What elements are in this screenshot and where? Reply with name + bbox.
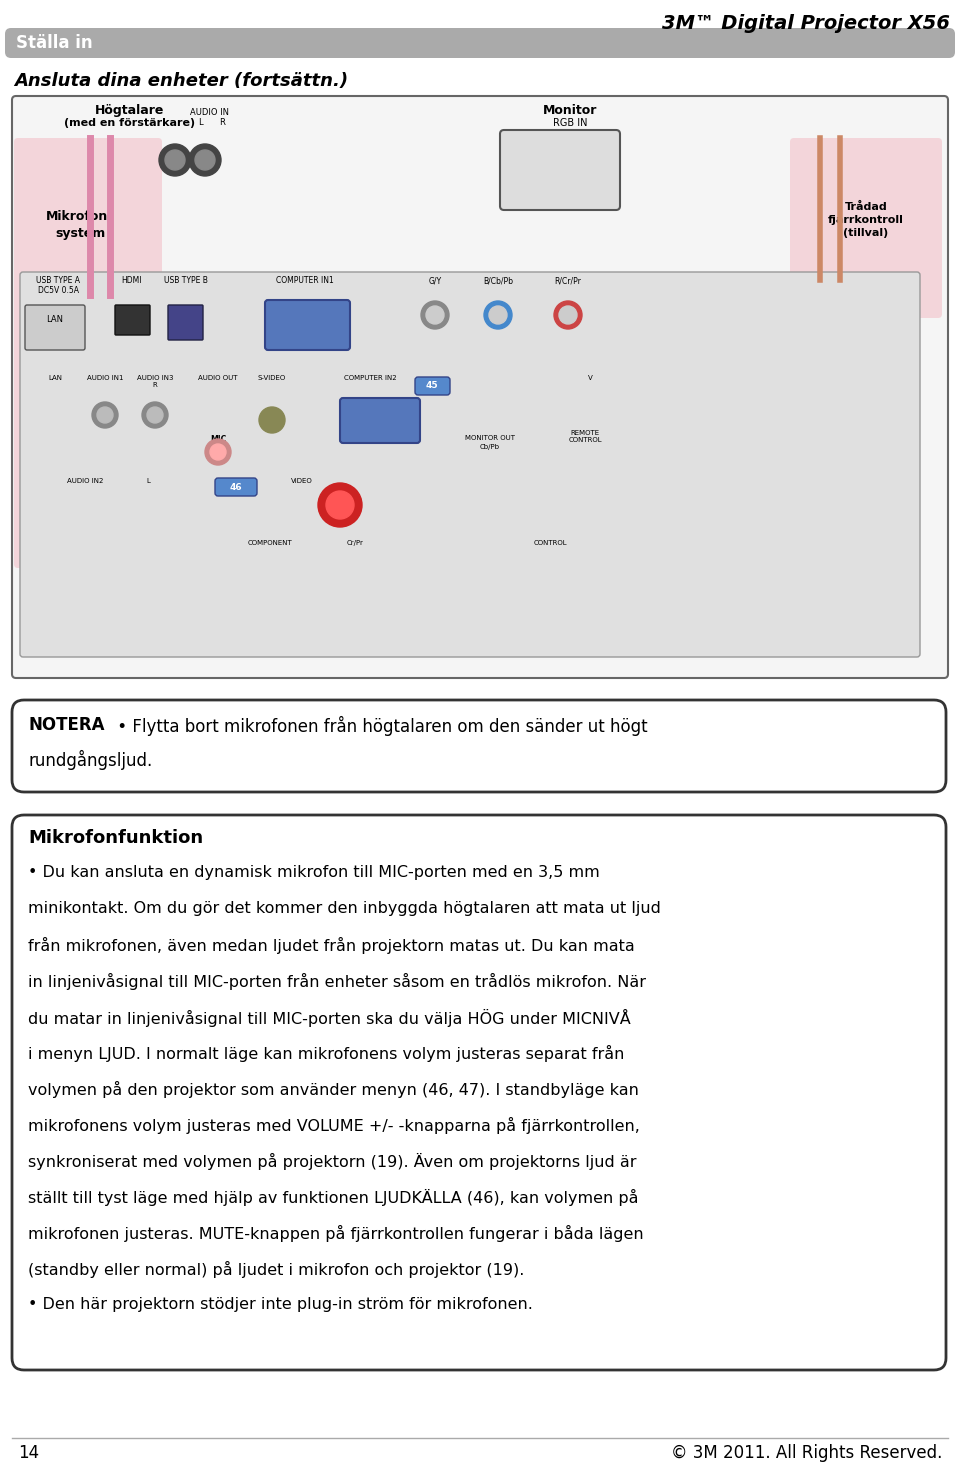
Text: RGB IN: RGB IN [553,118,588,128]
Circle shape [559,305,577,324]
FancyBboxPatch shape [265,299,350,350]
Text: Monitor: Monitor [542,105,597,117]
Circle shape [489,305,507,324]
Circle shape [195,150,215,170]
Text: • Du kan ansluta en dynamisk mikrofon till MIC-porten med en 3,5 mm: • Du kan ansluta en dynamisk mikrofon ti… [28,864,600,881]
Text: L: L [198,118,203,127]
Circle shape [147,407,163,423]
Text: HDMI: HDMI [122,276,142,285]
Circle shape [318,482,362,527]
Text: mikrofonens volym justeras med VOLUME +/- -knapparna på fjärrkontrollen,: mikrofonens volym justeras med VOLUME +/… [28,1117,640,1134]
Circle shape [159,145,191,176]
Text: 14: 14 [18,1444,39,1462]
Text: volymen på den projektor som använder menyn (46, 47). I standbyläge kan: volymen på den projektor som använder me… [28,1081,638,1097]
FancyBboxPatch shape [25,305,85,350]
Text: Cr/Pr: Cr/Pr [347,540,364,546]
Text: Cb/Pb: Cb/Pb [480,444,500,450]
Text: • Den här projektorn stödjer inte plug-in ström för mikrofonen.: • Den här projektorn stödjer inte plug-i… [28,1297,533,1311]
Text: (standby eller normal) på ljudet i mikrofon och projektor (19).: (standby eller normal) på ljudet i mikro… [28,1261,524,1277]
Circle shape [210,444,226,460]
Text: © 3M 2011. All Rights Reserved.: © 3M 2011. All Rights Reserved. [671,1444,942,1462]
Text: 3M™ Digital Projector X56: 3M™ Digital Projector X56 [662,13,950,32]
Text: ställt till tyst läge med hjälp av funktionen LJUDKÄLLA (46), kan volymen på: ställt till tyst läge med hjälp av funkt… [28,1189,638,1207]
Text: Trådad
fjärrkontroll
(tillval): Trådad fjärrkontroll (tillval) [828,202,904,239]
Circle shape [142,403,168,428]
Text: COMPONENT: COMPONENT [248,540,293,546]
FancyBboxPatch shape [215,478,257,496]
Text: synkroniserat med volymen på projektorn (19). Även om projektorns ljud är: synkroniserat med volymen på projektorn … [28,1153,636,1170]
Circle shape [92,403,118,428]
Text: USB TYPE A
DC5V 0.5A: USB TYPE A DC5V 0.5A [36,276,80,295]
Text: i menyn LJUD. I normalt läge kan mikrofonens volym justeras separat från: i menyn LJUD. I normalt läge kan mikrofo… [28,1044,624,1062]
Text: G/Y: G/Y [428,276,442,285]
Circle shape [554,301,582,329]
FancyBboxPatch shape [790,139,942,319]
Text: Mikrofonfunktion: Mikrofonfunktion [28,829,204,847]
Circle shape [484,301,512,329]
Text: • Flytta bort mikrofonen från högtalaren om den sänder ut högt: • Flytta bort mikrofonen från högtalaren… [112,715,648,736]
Text: mikrofonen justeras. MUTE-knappen på fjärrkontrollen fungerar i båda lägen: mikrofonen justeras. MUTE-knappen på fjä… [28,1226,643,1242]
Text: MONITOR OUT: MONITOR OUT [465,435,515,441]
Text: V: V [588,375,592,381]
Text: Ställa in: Ställa in [16,34,92,52]
Text: USB TYPE B: USB TYPE B [164,276,208,285]
Text: LAN: LAN [48,375,62,381]
Circle shape [421,301,449,329]
Text: L: L [146,478,150,484]
FancyBboxPatch shape [5,28,955,58]
Text: VIDEO: VIDEO [291,478,313,484]
Text: 46: 46 [229,482,242,491]
Circle shape [259,407,285,434]
Text: R/Cr/Pr: R/Cr/Pr [555,276,582,285]
Text: du matar in linjenivåsignal till MIC-porten ska du välja HÖG under MICNIVÅ: du matar in linjenivåsignal till MIC-por… [28,1009,631,1027]
Text: COMPUTER IN1: COMPUTER IN1 [276,276,334,285]
Text: R: R [219,118,225,127]
FancyBboxPatch shape [115,305,150,335]
FancyBboxPatch shape [12,816,946,1370]
Text: AUDIO OUT: AUDIO OUT [199,375,238,381]
Text: rundgångsljud.: rundgångsljud. [28,749,153,770]
Text: MIC: MIC [210,435,227,444]
Text: Mikrofon-
system: Mikrofon- system [46,209,113,240]
FancyBboxPatch shape [168,305,203,341]
Text: AUDIO IN1: AUDIO IN1 [86,375,123,381]
Circle shape [326,491,354,519]
Text: från mikrofonen, även medan ljudet från projektorn matas ut. Du kan mata: från mikrofonen, även medan ljudet från … [28,937,635,954]
Text: Ansluta dina enheter (fortsättn.): Ansluta dina enheter (fortsättn.) [14,72,348,90]
FancyBboxPatch shape [500,130,620,209]
Text: in linjenivåsignal till MIC-porten från enheter såsom en trådlös mikrofon. När: in linjenivåsignal till MIC-porten från … [28,974,646,990]
Text: CONTROL: CONTROL [533,540,566,546]
Text: 45: 45 [425,382,439,391]
Circle shape [205,440,231,465]
Text: B/Cb/Pb: B/Cb/Pb [483,276,513,285]
FancyBboxPatch shape [20,271,920,656]
Circle shape [189,145,221,176]
FancyBboxPatch shape [340,398,420,442]
Text: S-VIDEO: S-VIDEO [258,375,286,381]
Text: LAN: LAN [46,316,63,324]
Text: AUDIO IN: AUDIO IN [190,108,229,117]
Circle shape [97,407,113,423]
Text: Högtalare: Högtalare [95,105,165,117]
FancyBboxPatch shape [415,378,450,395]
Circle shape [426,305,444,324]
Text: AUDIO IN3
R: AUDIO IN3 R [136,375,173,388]
FancyBboxPatch shape [12,701,946,792]
Text: (med en förstärkare): (med en förstärkare) [64,118,196,128]
Text: COMPUTER IN2: COMPUTER IN2 [344,375,396,381]
Text: NOTERA: NOTERA [28,715,105,735]
Text: minikontakt. Om du gör det kommer den inbyggda högtalaren att mata ut ljud: minikontakt. Om du gör det kommer den in… [28,901,660,916]
Text: REMOTE
CONTROL: REMOTE CONTROL [568,431,602,442]
FancyBboxPatch shape [14,139,162,568]
FancyBboxPatch shape [12,96,948,678]
Text: AUDIO IN2: AUDIO IN2 [67,478,103,484]
Circle shape [165,150,185,170]
